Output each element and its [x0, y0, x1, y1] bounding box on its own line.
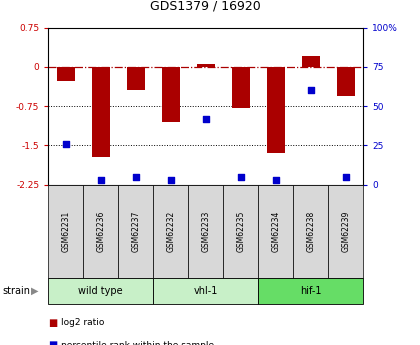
Point	[307, 88, 314, 93]
Point	[202, 116, 209, 121]
Text: percentile rank within the sample: percentile rank within the sample	[61, 341, 214, 345]
Text: ■: ■	[48, 318, 58, 327]
Point	[63, 141, 69, 147]
Text: GSM62239: GSM62239	[341, 210, 350, 252]
Text: GSM62235: GSM62235	[236, 210, 245, 252]
Bar	[162, 67, 180, 122]
Bar	[232, 67, 249, 108]
Text: ▶: ▶	[31, 286, 38, 296]
Text: GSM62236: GSM62236	[96, 210, 105, 252]
Text: strain: strain	[2, 286, 30, 296]
Point	[273, 177, 279, 183]
Point	[97, 177, 104, 183]
Point	[342, 174, 349, 179]
Text: wild type: wild type	[79, 286, 123, 296]
Text: log2 ratio: log2 ratio	[61, 318, 104, 327]
Text: GSM62238: GSM62238	[306, 210, 315, 252]
Point	[132, 174, 139, 179]
Bar	[337, 67, 354, 96]
Bar	[92, 67, 110, 157]
Bar	[302, 56, 320, 67]
Point	[237, 174, 244, 179]
Text: hif-1: hif-1	[300, 286, 322, 296]
Text: ■: ■	[48, 340, 58, 345]
Text: GSM62231: GSM62231	[61, 210, 70, 252]
Point	[168, 177, 174, 183]
Text: GDS1379 / 16920: GDS1379 / 16920	[150, 0, 261, 12]
Text: GSM62232: GSM62232	[166, 210, 175, 252]
Text: vhl-1: vhl-1	[194, 286, 218, 296]
Bar	[197, 64, 215, 67]
Bar	[57, 67, 75, 81]
Bar	[127, 67, 144, 90]
Text: GSM62233: GSM62233	[201, 210, 210, 252]
Text: GSM62234: GSM62234	[271, 210, 280, 252]
Bar	[267, 67, 285, 153]
Text: GSM62237: GSM62237	[131, 210, 140, 252]
